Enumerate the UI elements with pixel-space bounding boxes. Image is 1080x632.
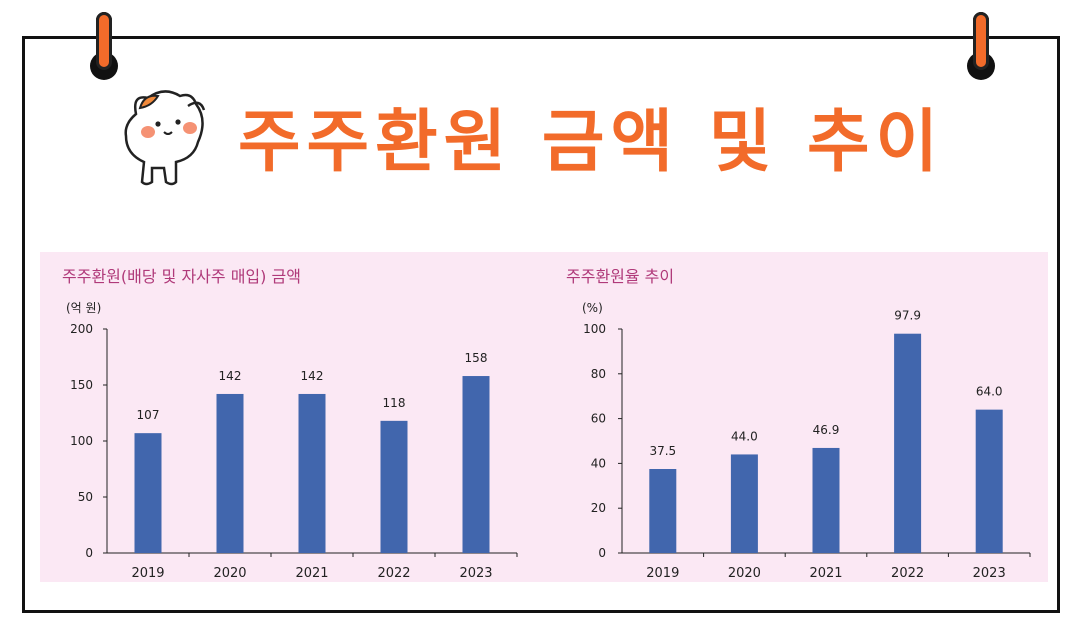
data-label-2020: 142 <box>219 369 242 383</box>
y-tick-label: 0 <box>598 546 606 560</box>
bar-2023 <box>975 409 1003 553</box>
data-label-2021: 142 <box>301 369 324 383</box>
bar-2019 <box>134 433 162 553</box>
data-label-2022: 118 <box>383 396 406 410</box>
bar-2020 <box>730 454 758 553</box>
y-tick-label: 100 <box>583 322 606 336</box>
data-label-2019: 37.5 <box>649 444 676 458</box>
bar-2020 <box>216 393 244 553</box>
x-tick-label-2019: 2019 <box>646 566 679 581</box>
data-label-2019: 107 <box>137 408 160 422</box>
x-tick-label-2023: 2023 <box>459 566 492 581</box>
y-tick-label: 0 <box>85 546 93 560</box>
left-pin-overlay-icon <box>89 12 119 82</box>
chart-2-unit-label: (%) <box>582 301 603 315</box>
x-tick-label-2019: 2019 <box>131 566 164 581</box>
page-title: 주주환원 금액 및 추이 <box>238 103 945 182</box>
y-tick-label: 60 <box>591 412 606 426</box>
data-label-2023: 158 <box>465 351 488 365</box>
y-tick-label: 100 <box>70 434 93 448</box>
chart-2-plot: 0 20 40 60 80 100 37.5 2019 44.0 2020 46.9 2021 97.9… <box>583 309 1031 581</box>
y-tick-label: 40 <box>591 456 606 470</box>
right-pin-overlay-icon <box>966 12 996 82</box>
chart-1-title: 주주환원(배당 및 자사주 매입) 금액 <box>62 267 301 286</box>
bar-2022 <box>380 420 408 553</box>
y-tick-label: 50 <box>78 490 93 504</box>
y-tick-label: 20 <box>591 501 606 515</box>
chart-panel <box>40 252 1048 582</box>
y-tick-label: 150 <box>70 378 93 392</box>
x-tick-label-2020: 2020 <box>728 566 761 581</box>
chart-2-title: 주주환원율 추이 <box>566 267 674 286</box>
x-tick-label-2021: 2021 <box>809 566 842 581</box>
data-label-2021: 46.9 <box>813 423 840 437</box>
bar-2023 <box>462 376 490 553</box>
y-tick-label: 80 <box>591 367 606 381</box>
x-tick-label-2020: 2020 <box>213 566 246 581</box>
bar-2021 <box>812 447 840 553</box>
x-tick-label-2021: 2021 <box>295 566 328 581</box>
cat-mascot-icon <box>124 90 206 186</box>
bar-2021 <box>298 393 326 553</box>
data-label-2020: 44.0 <box>731 429 758 443</box>
x-tick-label-2023: 2023 <box>973 566 1006 581</box>
bar-2019 <box>649 469 677 553</box>
data-label-2023: 64.0 <box>976 385 1003 399</box>
data-label-2022: 97.9 <box>894 309 921 323</box>
chart-1-plot: 0 50 100 150 200 107 2019 142 2020 142 2021 118 2022… <box>70 322 518 581</box>
y-tick-label: 200 <box>70 322 93 336</box>
x-tick-label-2022: 2022 <box>891 566 924 581</box>
x-tick-label-2022: 2022 <box>377 566 410 581</box>
chart-1-unit-label: (억 원) <box>66 301 101 315</box>
bar-2022 <box>894 333 922 553</box>
